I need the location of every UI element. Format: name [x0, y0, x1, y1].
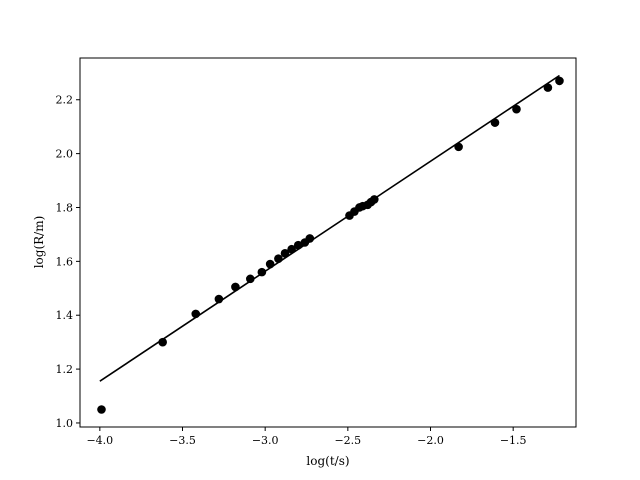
x-tick-label: −4.0 — [86, 434, 113, 447]
y-tick-label: 1.2 — [56, 363, 74, 376]
x-tick-label: −3.0 — [252, 434, 279, 447]
data-point — [191, 309, 201, 319]
y-tick-label: 1.6 — [56, 255, 74, 268]
data-point — [231, 282, 240, 292]
y-tick-label: 2.2 — [56, 94, 74, 107]
x-axis-label: log(t/s) — [306, 454, 349, 468]
data-point — [454, 142, 463, 152]
data-point — [97, 405, 106, 414]
data-point — [369, 195, 379, 204]
plot-area — [97, 74, 564, 414]
fit-line — [99, 74, 560, 382]
data-point — [287, 244, 296, 254]
data-point — [214, 294, 224, 304]
y-tick-label: 1.8 — [56, 201, 74, 214]
x-tick-label: −2.5 — [334, 434, 361, 447]
y-axis-label: log(R/m) — [32, 216, 46, 269]
plot-frame — [79, 57, 577, 428]
data-point — [293, 240, 303, 250]
y-axis: 1.0 1.2 1.4 1.6 1.8 2.0 2.2 — [56, 94, 80, 430]
data-point — [274, 254, 283, 263]
x-tick-label: −2.0 — [417, 434, 444, 447]
data-point — [158, 337, 167, 347]
data-point — [543, 83, 553, 92]
x-tick-label: −3.5 — [169, 434, 196, 447]
data-point — [305, 234, 315, 243]
y-tick-label: 2.0 — [56, 148, 74, 161]
data-point — [280, 248, 290, 258]
data-point — [265, 259, 275, 269]
data-point — [257, 267, 267, 277]
x-tick-label: −1.5 — [500, 434, 527, 447]
y-tick-label: 1.0 — [56, 417, 74, 430]
data-point — [245, 274, 255, 284]
x-axis: −4.0 −3.5 −3.0 −2.5 −2.0 −1.5 — [86, 427, 527, 447]
data-point — [555, 76, 564, 86]
data-point — [512, 104, 521, 114]
data-point — [490, 118, 500, 127]
y-tick-label: 1.4 — [56, 309, 74, 322]
